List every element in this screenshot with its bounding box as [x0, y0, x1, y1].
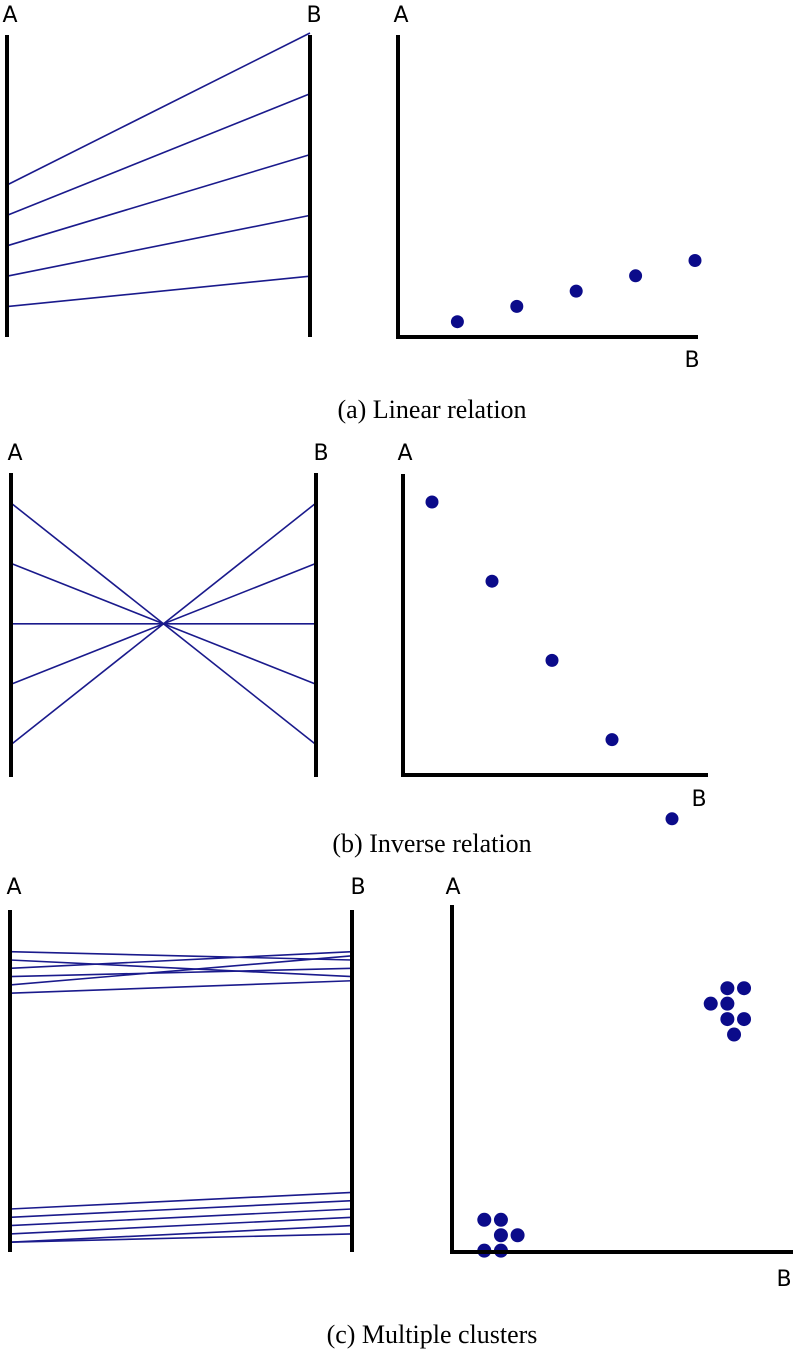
parallel-line-a-5	[6, 275, 311, 308]
scatter-point-c-7	[727, 1027, 742, 1042]
parallel-line-c-7	[9, 1191, 353, 1210]
parallel-line-a-1	[6, 32, 311, 186]
axis-label-a: A	[6, 875, 21, 900]
caption-b: (b) Inverse relation	[332, 829, 531, 858]
scatter-point-c-4	[720, 996, 735, 1011]
scatter-point-c-5	[720, 1012, 735, 1027]
caption-a: (a) Linear relation	[337, 395, 526, 424]
scatter-point-c-2	[720, 981, 735, 996]
parallel-line-c-5	[9, 955, 353, 986]
scatter-point-a-5	[688, 254, 702, 267]
panel-b: A B AB(b) Inverse relation	[7, 441, 708, 858]
axis-label-b: B	[306, 3, 321, 28]
scatter-y-label: A	[397, 441, 412, 466]
parallel-line-c-6	[9, 979, 353, 994]
parallel-line-c-1	[9, 950, 353, 961]
panel-c: A B AB(c) Multiple clusters	[6, 875, 793, 1349]
parallel-line-a-2	[6, 93, 311, 217]
scatter-point-a-2	[510, 299, 524, 313]
panel-a: A B AB(a) Linear relation	[2, 3, 702, 424]
scatter-plot-c: AB	[445, 875, 793, 1292]
scatter-plot-b: AB	[397, 441, 708, 826]
scatter-point-b-1	[425, 495, 439, 509]
parallel-line-c-2	[9, 959, 353, 978]
axis-label-a: A	[7, 441, 22, 466]
parallel-line-c-12	[9, 1224, 353, 1243]
scatter-point-a-4	[629, 269, 643, 283]
scatter-axes	[401, 474, 708, 777]
caption-c: (c) Multiple clusters	[327, 1320, 538, 1349]
axis-label-b: B	[313, 441, 328, 466]
scatter-axes	[450, 905, 793, 1254]
scatter-point-c-8	[477, 1212, 492, 1227]
scatter-point-c-10	[493, 1228, 508, 1243]
scatter-x-label: B	[776, 1267, 791, 1292]
parallel-line-c-4	[9, 967, 353, 978]
scatter-point-b-2	[485, 574, 499, 588]
scatter-point-a-3	[569, 284, 583, 298]
scatter-x-label: B	[691, 787, 706, 812]
scatter-y-label: A	[393, 3, 408, 28]
axis-label-a: A	[2, 3, 17, 28]
parallel-line-c-3	[9, 950, 353, 970]
axis-label-b: B	[350, 875, 365, 900]
parallel-line-b-5	[10, 502, 317, 746]
scatter-point-c-11	[510, 1228, 525, 1243]
scatter-point-c-1	[703, 996, 718, 1011]
scatter-point-c-3	[737, 981, 752, 996]
scatter-x-label: B	[684, 348, 699, 373]
scatter-point-b-5	[665, 812, 679, 826]
parallel-line-c-10	[9, 1216, 353, 1235]
scatter-point-b-3	[545, 653, 559, 667]
parallel-line-a-4	[6, 214, 311, 277]
scatter-point-b-4	[605, 733, 619, 747]
parallel-line-c-11	[9, 1233, 353, 1243]
parallel-line-c-8	[9, 1199, 353, 1219]
scatter-y-label: A	[445, 875, 460, 900]
scatter-point-c-6	[737, 1012, 752, 1027]
scatter-point-a-1	[450, 315, 464, 329]
parallel-line-c-9	[9, 1208, 353, 1227]
parallel-line-a-3	[6, 153, 311, 247]
scatter-axes	[396, 35, 698, 339]
scatter-point-c-9	[493, 1212, 508, 1227]
scatter-plot-a: AB	[393, 3, 702, 373]
